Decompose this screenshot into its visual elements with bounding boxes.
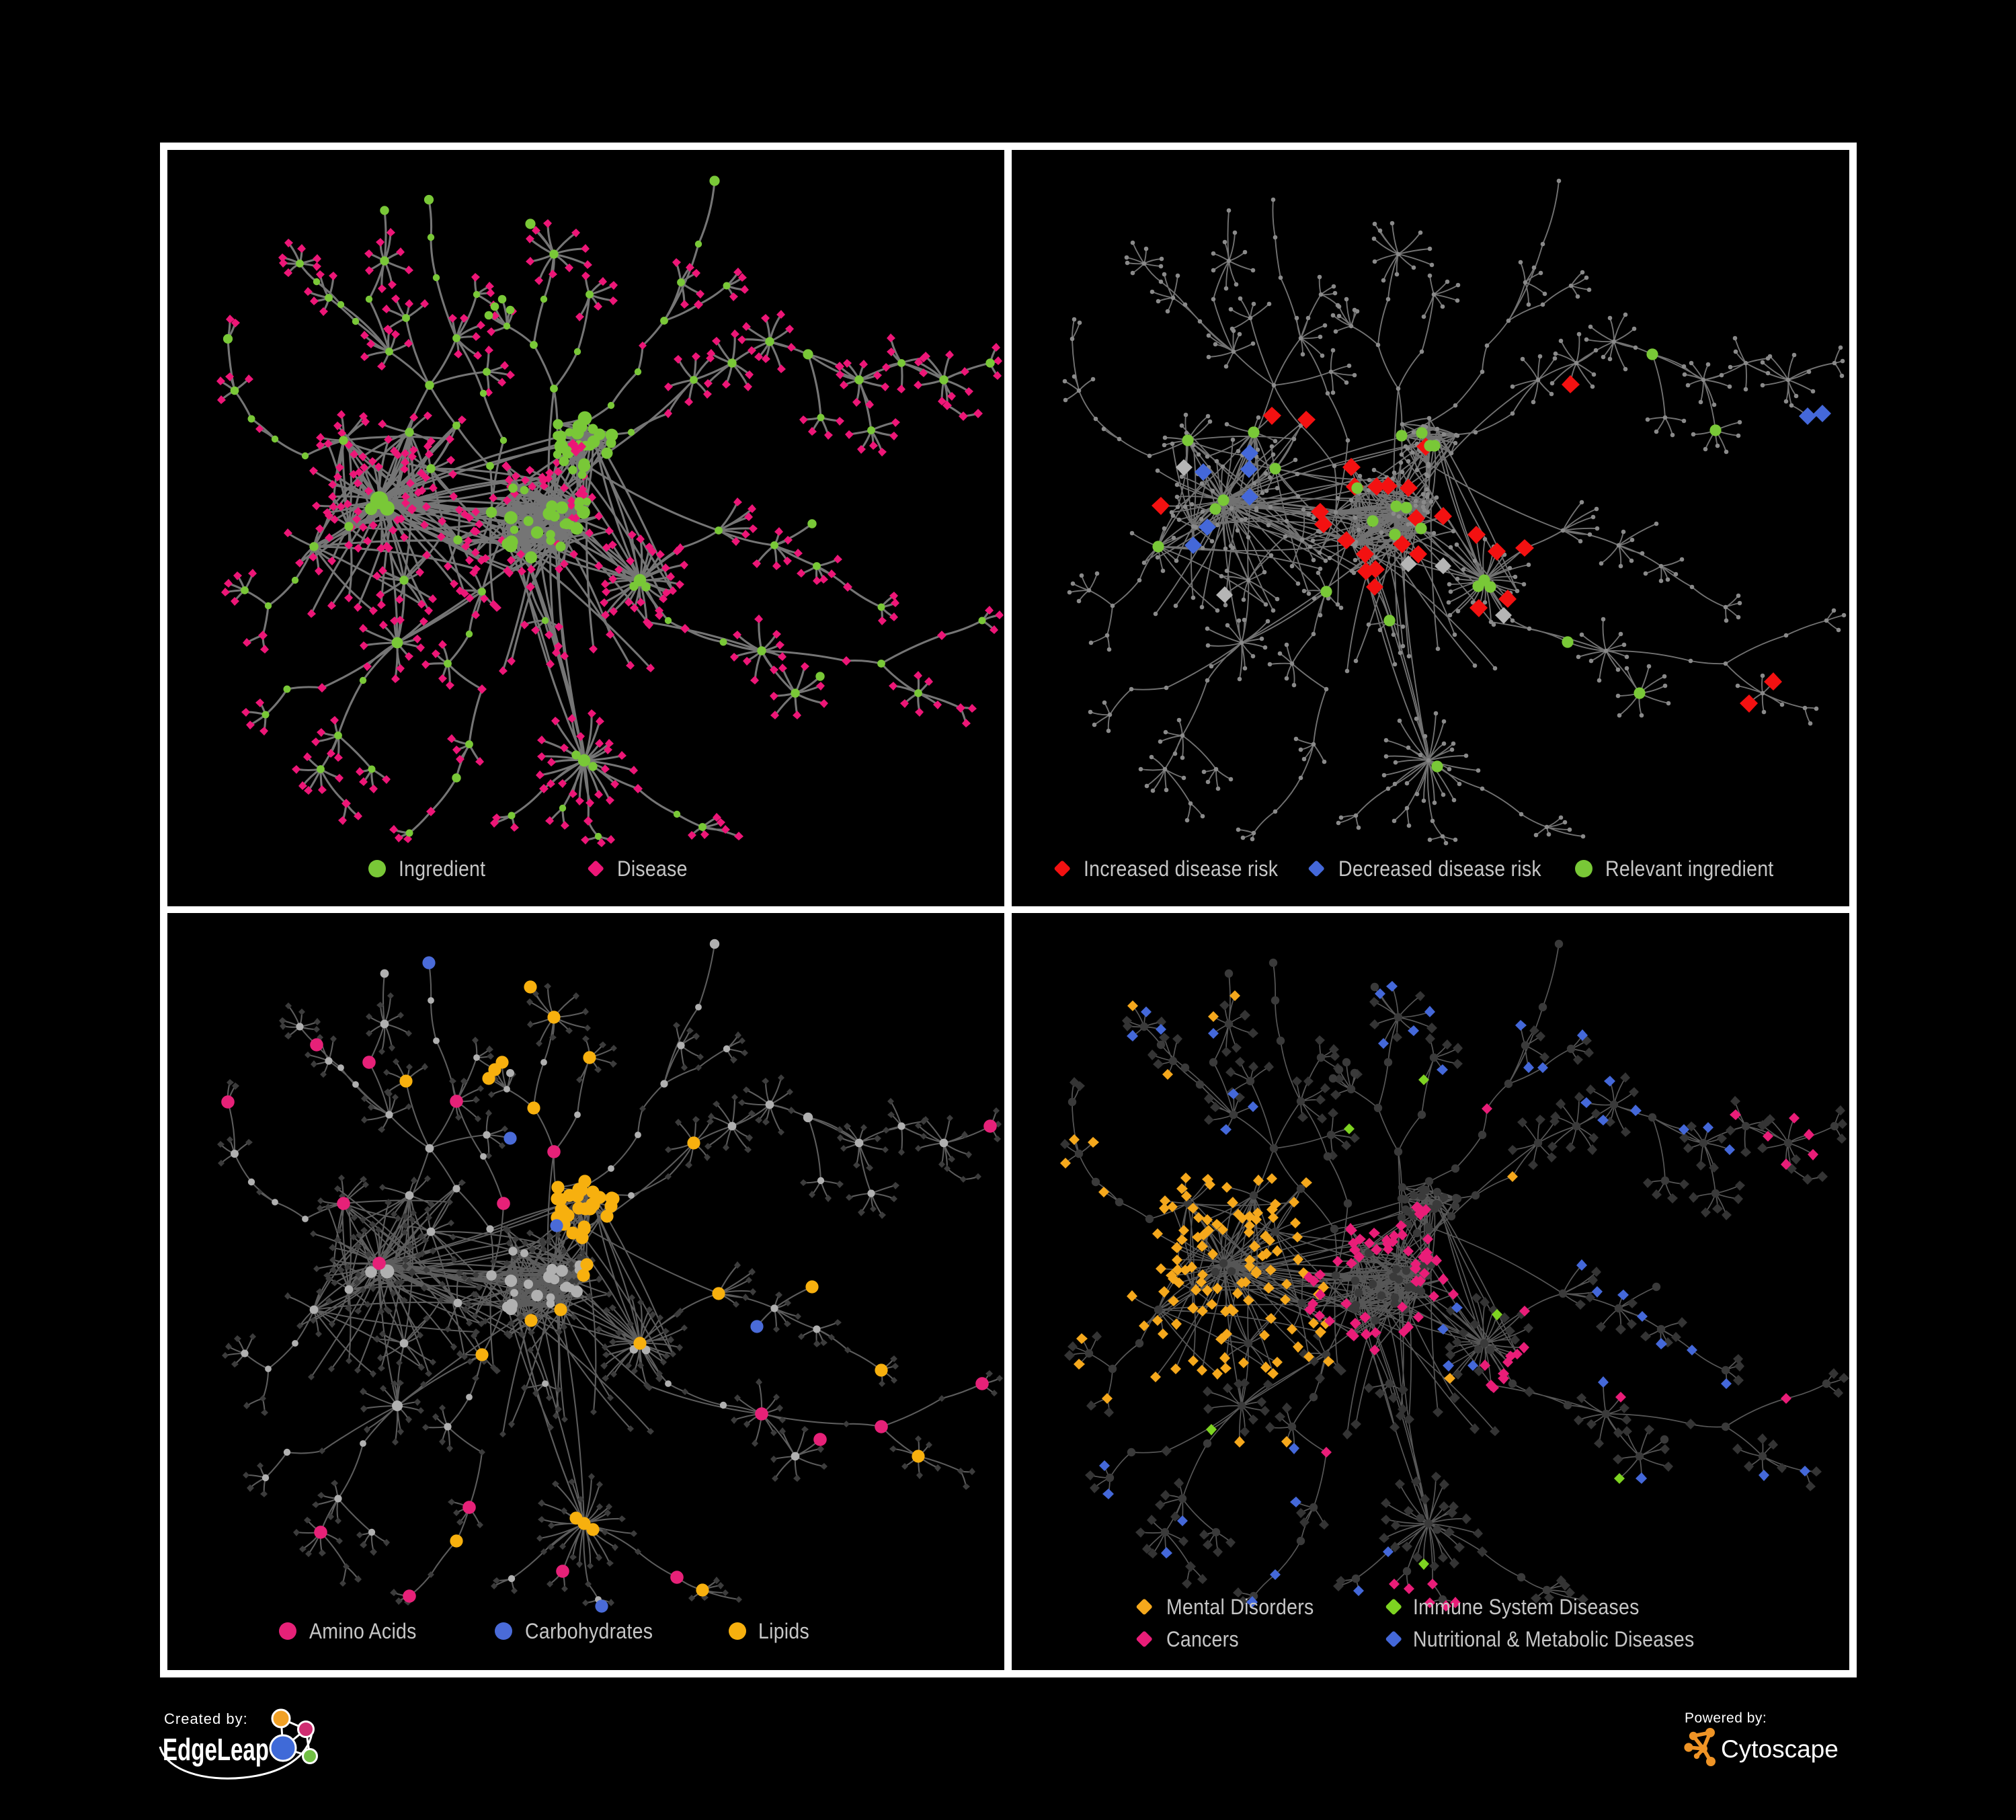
svg-text:Created by:: Created by:	[164, 1710, 248, 1727]
svg-text:Cytoscape: Cytoscape	[1721, 1735, 1839, 1763]
svg-text:Powered by:: Powered by:	[1685, 1710, 1767, 1726]
svg-text:EdgeLeap: EdgeLeap	[163, 1732, 269, 1767]
